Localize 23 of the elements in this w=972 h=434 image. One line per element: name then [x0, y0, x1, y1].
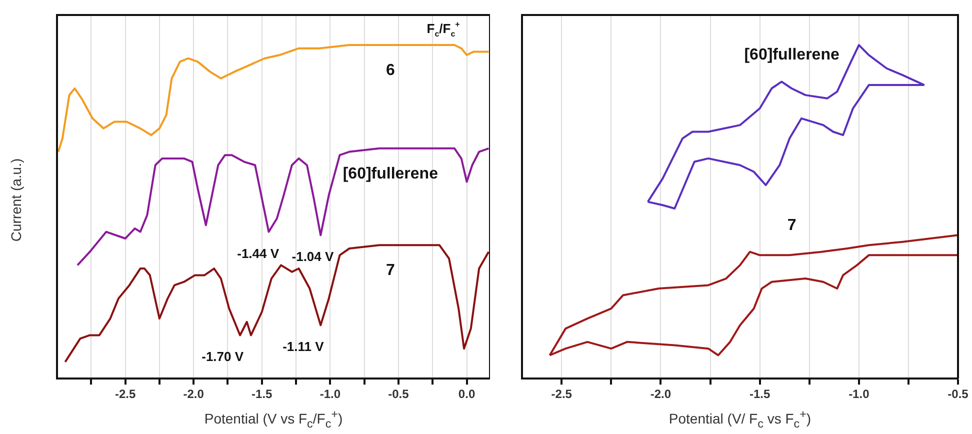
x-tick-label: -2.5 — [551, 387, 572, 402]
x-tick-label: -2.0 — [650, 387, 672, 402]
series-label: [60]fullerene — [744, 46, 840, 64]
y-axis-title: Current (a.u.) — [8, 158, 24, 242]
x-tick-label: -0.5 — [388, 387, 410, 402]
annotation: -1.70 V — [202, 349, 244, 364]
series-label: [60]fullerene — [342, 165, 438, 182]
annotation: -1.04 V — [292, 249, 334, 264]
x-tick-label: -0.5 — [948, 387, 969, 402]
x-tick-label: -2.0 — [183, 387, 204, 402]
series-label: 7 — [787, 216, 796, 234]
x-axis-title: Potential (V vs F$_{c}$/F$_{c}$$^{+}$) — [204, 408, 343, 430]
x-axis-title: Potential (V/ F$_{c}$ vs F$_{c}$$^{+}$) — [668, 408, 812, 430]
x-tick-label: -1.5 — [749, 387, 770, 402]
annotation: -1.11 V — [282, 339, 324, 354]
x-tick-label: 0.0 — [458, 387, 476, 402]
annotation: -1.44 V — [237, 246, 280, 261]
series-label: 7 — [386, 262, 395, 280]
x-tick-label: -1.5 — [252, 387, 273, 402]
series-label: 6 — [386, 62, 395, 80]
x-tick-label: -1.0 — [848, 387, 870, 402]
x-tick-label: -2.5 — [114, 387, 136, 402]
x-tick-label: -1.0 — [320, 387, 341, 402]
